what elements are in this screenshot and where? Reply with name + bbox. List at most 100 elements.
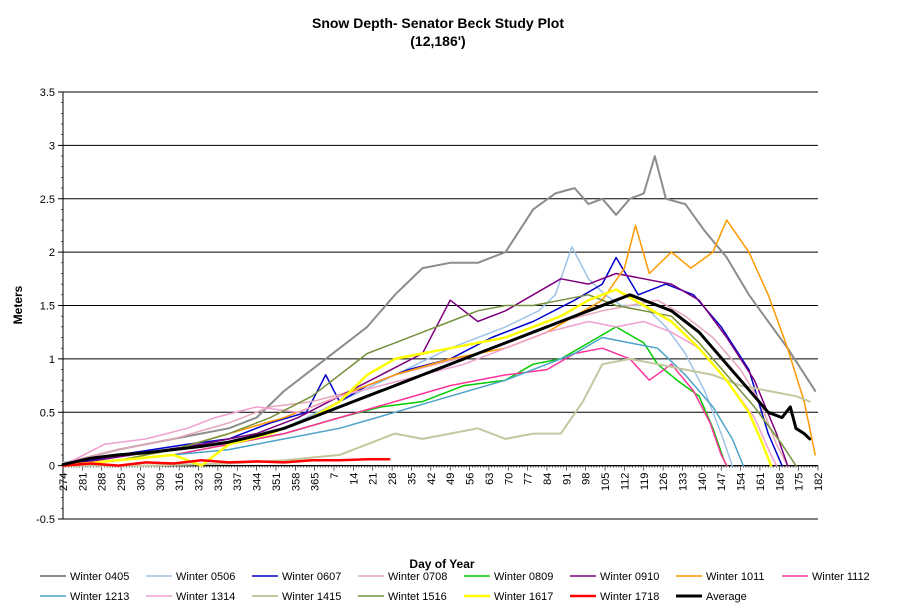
legend: Winter 0405 Winter 0506 Winter 0607 Winter … (40, 571, 870, 603)
x-tick-label: 161 (755, 473, 767, 491)
legend-entry: Winter 0607 (252, 571, 341, 583)
x-tick-label: 168 (774, 473, 786, 491)
x-tick-label: 56 (465, 473, 477, 485)
legend-entry: Winter 0405 (40, 571, 129, 583)
legend-label: Winter 1718 (600, 591, 659, 603)
legend-label: Average (706, 591, 747, 603)
series-line-average (61, 293, 812, 467)
y-tick-label: 3.5 (40, 87, 55, 99)
legend-label: Winter 0506 (176, 571, 235, 583)
x-tick-label: 77 (523, 473, 535, 485)
x-tick-label: 140 (697, 473, 709, 491)
x-tick-label: 351 (271, 473, 283, 491)
legend-label: Winter 1213 (70, 591, 129, 603)
x-tick-label: 49 (445, 473, 457, 485)
legend-label: Winter 1011 (706, 571, 765, 583)
y-axis: -0.5 0 0.5 1 1.5 2 2.5 3 3.5 (36, 87, 64, 526)
x-tick-label: 344 (252, 473, 264, 491)
legend-entry: Wintet 1516 (358, 591, 447, 603)
legend-label: Winter 1617 (494, 591, 553, 603)
x-tick-label: 98 (581, 473, 593, 485)
x-tick-label: 316 (174, 473, 186, 491)
legend-label: Wintet 1516 (388, 591, 447, 603)
x-tick-label: 119 (639, 473, 651, 491)
legend-entry: Winter 1617 (464, 591, 553, 603)
series-line-winter-0708 (62, 299, 789, 467)
x-tick-label: 323 (194, 473, 206, 491)
x-tick-label: 7 (329, 473, 341, 479)
x-tick-label: 288 (97, 473, 109, 491)
series-line-winter-1718 (61, 457, 391, 467)
legend-entry: Winter 1314 (146, 591, 235, 603)
legend-entry: Winter 0910 (570, 571, 659, 583)
x-tick-label: 70 (503, 473, 515, 485)
x-tick-label: 154 (736, 473, 748, 491)
series-line-winter-1617 (61, 288, 773, 467)
x-tick-label: 330 (213, 473, 225, 491)
legend-entry: Winter 1213 (40, 591, 129, 603)
legend-label: Winter 0809 (494, 571, 553, 583)
legend-label: Winter 0708 (388, 571, 447, 583)
x-tick-label: 35 (406, 473, 418, 485)
y-tick-label: -0.5 (36, 514, 55, 526)
legend-label: Winter 1112 (812, 571, 870, 583)
x-tick-label: 91 (561, 473, 573, 485)
x-tick-label: 112 (619, 473, 631, 491)
series-layer (61, 155, 817, 467)
y-tick-label: 1 (49, 354, 55, 366)
legend-label: Winter 0607 (282, 571, 341, 583)
legend-entry: Winter 1718 (570, 591, 659, 603)
x-axis: 274 281 288 295 302 309 316 323 330 337 344 351 358 3… (58, 465, 825, 491)
y-tick-label: 0.5 (40, 407, 55, 419)
series-line-winter-1314 (62, 320, 778, 467)
x-tick-label: 274 (58, 473, 70, 491)
x-tick-label: 84 (542, 473, 554, 485)
x-tick-label: 63 (484, 473, 496, 485)
x-tick-label: 175 (794, 473, 806, 491)
x-tick-label: 14 (348, 473, 360, 485)
series-line-winter-1415 (62, 357, 811, 467)
series-line-winter-0405 (62, 155, 817, 465)
series-line-winter-1011 (62, 219, 816, 467)
legend-entry: Winter 0809 (464, 571, 553, 583)
chart-subtitle: (12,186') (410, 33, 465, 49)
y-tick-label: 2 (49, 247, 55, 259)
y-tick-label: 3 (49, 140, 55, 152)
y-tick-label: 2.5 (40, 194, 55, 206)
legend-entry: Winter 1415 (252, 591, 341, 603)
x-tick-label: 302 (135, 473, 147, 491)
series-line-wintet-1516 (62, 294, 797, 467)
x-tick-label: 105 (600, 473, 612, 491)
x-tick-label: 21 (368, 473, 380, 485)
series-line-winter-0809 (62, 326, 728, 467)
x-tick-label: 147 (716, 473, 728, 491)
series-line-winter-0910 (62, 272, 789, 467)
x-tick-label: 42 (426, 473, 438, 485)
y-axis-title: Meters (11, 285, 25, 324)
legend-entry: Winter 1112 (782, 571, 870, 583)
x-tick-label: 281 (77, 473, 89, 491)
x-tick-label: 28 (387, 473, 399, 485)
legend-entry: Winter 0506 (146, 571, 235, 583)
legend-entry: Average (676, 591, 747, 603)
x-tick-label: 295 (116, 473, 128, 491)
x-tick-label: 126 (658, 473, 670, 491)
y-tick-label: 1.5 (40, 301, 55, 313)
x-tick-label: 133 (677, 473, 689, 491)
legend-label: Winter 0910 (600, 571, 659, 583)
legend-label: Winter 0405 (70, 571, 129, 583)
series-line-winter-0506 (62, 246, 734, 467)
legend-label: Winter 1314 (176, 591, 235, 603)
x-tick-label: 337 (232, 473, 244, 491)
x-tick-label: 182 (813, 473, 825, 491)
x-tick-label: 309 (155, 473, 167, 491)
x-axis-title: Day of Year (409, 557, 474, 571)
x-tick-label: 358 (290, 473, 302, 491)
legend-label: Winter 1415 (282, 591, 341, 603)
x-tick-label: 365 (310, 473, 322, 491)
legend-entry: Winter 1011 (676, 571, 765, 583)
legend-entry: Winter 0708 (358, 571, 447, 583)
y-tick-label: 0 (49, 461, 55, 473)
chart-title: Snow Depth- Senator Beck Study Plot (312, 15, 564, 31)
